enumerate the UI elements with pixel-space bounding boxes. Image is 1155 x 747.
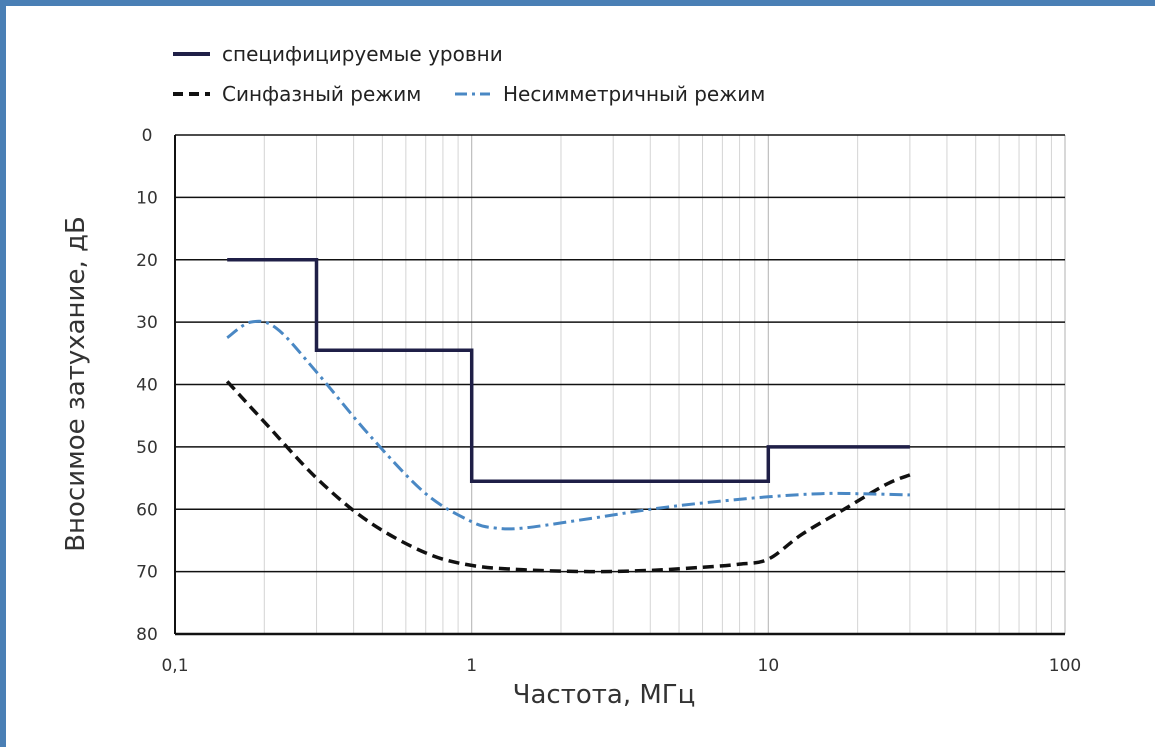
y-tick-label: 50 <box>136 438 158 458</box>
series-layer <box>225 258 911 574</box>
x-axis-title: Частота, МГц <box>513 680 696 710</box>
legend-label-asym: Несимметричный режим <box>503 82 765 106</box>
y-tick-label: 70 <box>136 563 158 583</box>
legend-label-spec: специфицируемые уровни <box>222 42 503 66</box>
y-tick-labels: 0 10 20 30 40 50 60 70 80 <box>136 126 158 645</box>
series-line-2 <box>226 319 910 531</box>
y-tick-label: 60 <box>136 500 158 520</box>
y-axis-title: Вносимое затухание, дБ <box>61 216 91 552</box>
y-tick-label: 80 <box>136 625 158 645</box>
legend: специфицируемые уровни Синфазный режим Н… <box>173 42 765 106</box>
y-tick-label: 30 <box>136 313 158 333</box>
x-tick-label: 10 <box>758 656 780 676</box>
major-grid <box>175 134 1065 573</box>
y-tick-label: 10 <box>136 188 158 208</box>
series-line-0 <box>227 258 910 483</box>
y-tick-label: 0 <box>142 126 153 146</box>
x-tick-label: 1 <box>466 656 477 676</box>
x-tick-label: 100 <box>1049 656 1081 676</box>
x-tick-labels: 0,1 1 10 100 <box>161 656 1081 676</box>
x-tick-label: 0,1 <box>161 656 188 676</box>
y-tick-label: 40 <box>136 376 158 396</box>
axes <box>174 135 1065 636</box>
legend-label-common: Синфазный режим <box>222 82 421 106</box>
y-tick-label: 20 <box>136 251 158 271</box>
series-line-1 <box>225 380 911 574</box>
